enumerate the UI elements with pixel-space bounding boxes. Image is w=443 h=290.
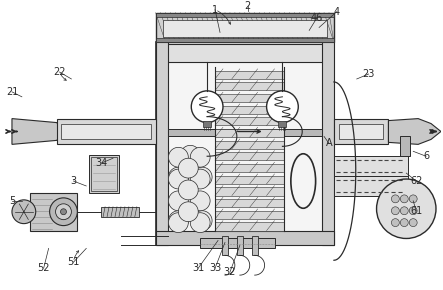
- Text: 46: 46: [311, 12, 323, 23]
- Text: 22: 22: [53, 67, 66, 77]
- Circle shape: [409, 219, 417, 226]
- Circle shape: [409, 207, 417, 215]
- Bar: [30, 193, 78, 231]
- Text: 4: 4: [334, 7, 340, 17]
- Bar: [62, 124, 151, 139]
- Bar: [155, 12, 334, 17]
- Circle shape: [168, 213, 188, 233]
- Circle shape: [168, 167, 188, 187]
- Circle shape: [168, 169, 188, 189]
- Text: 51: 51: [67, 257, 80, 267]
- Bar: [91, 157, 117, 191]
- Bar: [279, 121, 286, 126]
- Circle shape: [168, 191, 188, 211]
- Text: 52: 52: [37, 263, 50, 273]
- Bar: [155, 231, 334, 245]
- Bar: [400, 136, 410, 156]
- Circle shape: [400, 219, 408, 226]
- Bar: [237, 235, 243, 255]
- Circle shape: [190, 147, 210, 167]
- Bar: [215, 187, 284, 195]
- Circle shape: [168, 147, 188, 167]
- Polygon shape: [12, 119, 66, 144]
- Bar: [252, 235, 258, 255]
- Bar: [215, 211, 284, 219]
- Text: 61: 61: [410, 206, 422, 216]
- Bar: [322, 42, 334, 245]
- Circle shape: [400, 207, 408, 215]
- Text: 2: 2: [245, 1, 251, 11]
- Circle shape: [190, 191, 210, 211]
- Text: 33: 33: [209, 263, 221, 273]
- Circle shape: [50, 198, 78, 226]
- Text: 5: 5: [9, 196, 15, 206]
- Bar: [155, 42, 334, 245]
- Text: 34: 34: [95, 158, 107, 168]
- Bar: [215, 117, 284, 126]
- Bar: [215, 199, 284, 207]
- Circle shape: [61, 209, 66, 215]
- Bar: [222, 235, 228, 255]
- Text: 3: 3: [70, 176, 77, 186]
- Circle shape: [192, 211, 212, 231]
- Text: 21: 21: [6, 87, 18, 97]
- Bar: [334, 156, 408, 176]
- Bar: [334, 119, 389, 144]
- Bar: [339, 124, 384, 139]
- Bar: [215, 141, 284, 149]
- Circle shape: [392, 195, 399, 203]
- Text: 62: 62: [410, 176, 422, 186]
- Circle shape: [168, 211, 188, 231]
- Circle shape: [267, 91, 298, 123]
- Bar: [215, 129, 284, 137]
- Bar: [215, 164, 284, 172]
- Circle shape: [179, 180, 198, 200]
- Polygon shape: [389, 119, 441, 144]
- Text: A: A: [326, 138, 332, 148]
- Circle shape: [190, 213, 210, 233]
- Circle shape: [12, 200, 36, 224]
- Text: 1: 1: [212, 5, 218, 14]
- Bar: [57, 119, 155, 144]
- Circle shape: [179, 158, 198, 178]
- Bar: [200, 238, 275, 249]
- Text: 32: 32: [224, 267, 236, 277]
- Bar: [167, 128, 322, 136]
- Bar: [215, 176, 284, 184]
- Circle shape: [392, 207, 399, 215]
- Bar: [89, 155, 119, 193]
- Bar: [215, 82, 284, 90]
- Bar: [155, 12, 334, 42]
- Circle shape: [392, 219, 399, 226]
- Bar: [203, 121, 211, 126]
- Bar: [215, 106, 284, 114]
- Circle shape: [55, 204, 71, 220]
- Bar: [334, 176, 408, 196]
- Text: 6: 6: [423, 151, 429, 161]
- Circle shape: [179, 202, 198, 222]
- Bar: [155, 42, 167, 245]
- Circle shape: [180, 145, 200, 165]
- Circle shape: [191, 91, 223, 123]
- Bar: [215, 152, 284, 160]
- Text: 23: 23: [362, 69, 375, 79]
- Circle shape: [400, 195, 408, 203]
- Bar: [101, 207, 139, 217]
- Bar: [160, 44, 329, 62]
- Circle shape: [180, 189, 200, 209]
- Bar: [215, 222, 284, 231]
- Bar: [155, 38, 334, 42]
- Circle shape: [409, 195, 417, 203]
- Circle shape: [190, 169, 210, 189]
- Bar: [215, 94, 284, 102]
- Text: 31: 31: [192, 263, 204, 273]
- Circle shape: [192, 167, 212, 187]
- Bar: [215, 70, 284, 79]
- Bar: [163, 19, 327, 37]
- Circle shape: [377, 179, 436, 238]
